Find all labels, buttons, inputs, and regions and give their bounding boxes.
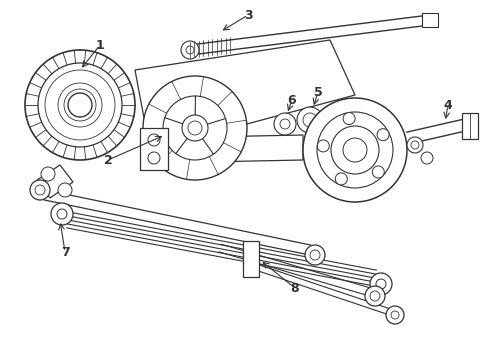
Circle shape (335, 173, 347, 185)
Circle shape (38, 63, 122, 147)
Polygon shape (135, 40, 355, 150)
Circle shape (421, 152, 433, 164)
Circle shape (386, 306, 404, 324)
Circle shape (370, 273, 392, 295)
Circle shape (186, 46, 194, 54)
Circle shape (58, 83, 102, 127)
Circle shape (163, 96, 227, 160)
Circle shape (41, 167, 55, 181)
Circle shape (148, 152, 160, 164)
Circle shape (317, 140, 329, 152)
Bar (322, 113, 347, 131)
Circle shape (411, 141, 419, 149)
Circle shape (148, 134, 160, 146)
Circle shape (143, 76, 247, 180)
Text: 6: 6 (288, 94, 296, 107)
Bar (140, 128, 168, 170)
Text: 4: 4 (443, 99, 452, 112)
Circle shape (274, 113, 296, 135)
Circle shape (58, 183, 72, 197)
Circle shape (376, 279, 386, 289)
Circle shape (343, 138, 367, 162)
Circle shape (68, 93, 92, 117)
Circle shape (303, 113, 317, 127)
Circle shape (377, 129, 389, 141)
Circle shape (365, 286, 385, 306)
Circle shape (30, 180, 50, 200)
Circle shape (57, 209, 67, 219)
Text: 8: 8 (291, 282, 299, 294)
Circle shape (188, 121, 202, 135)
Circle shape (303, 98, 407, 202)
Text: 7: 7 (61, 246, 70, 258)
Circle shape (343, 113, 355, 125)
Circle shape (310, 250, 320, 260)
Bar (243, 241, 259, 277)
Bar (462, 113, 478, 139)
Circle shape (317, 112, 393, 188)
Circle shape (391, 311, 399, 319)
Circle shape (407, 137, 423, 153)
Circle shape (25, 50, 135, 160)
Polygon shape (155, 135, 303, 163)
Circle shape (182, 115, 208, 141)
Circle shape (64, 89, 96, 121)
Text: 1: 1 (96, 39, 104, 51)
Circle shape (45, 70, 115, 140)
Circle shape (372, 166, 384, 178)
Polygon shape (37, 165, 73, 198)
Circle shape (297, 107, 323, 133)
Text: 2: 2 (103, 153, 112, 166)
Text: 5: 5 (314, 86, 322, 99)
Text: 3: 3 (244, 9, 252, 22)
Circle shape (331, 126, 379, 174)
Circle shape (51, 203, 73, 225)
Circle shape (35, 185, 45, 195)
Circle shape (70, 95, 90, 115)
Bar (422, 13, 438, 27)
Circle shape (370, 291, 380, 301)
Circle shape (305, 245, 325, 265)
Circle shape (280, 119, 290, 129)
Circle shape (181, 41, 199, 59)
